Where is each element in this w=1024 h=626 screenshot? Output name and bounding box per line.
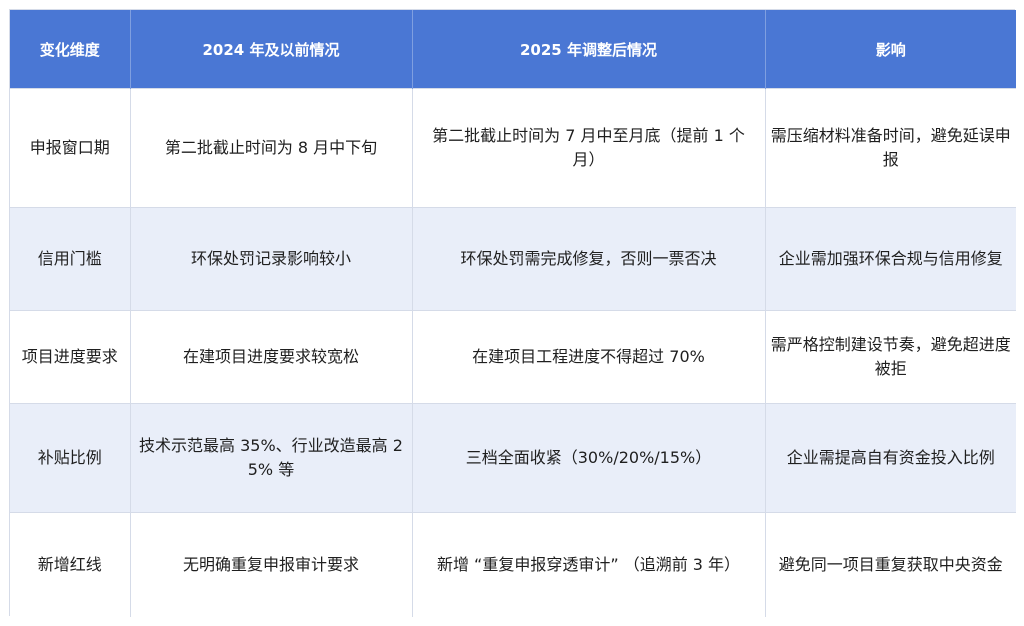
cell-before: 技术示范最高 35%、行业改造最高 25% 等 bbox=[130, 403, 413, 513]
cell-impact: 需严格控制建设节奏，避免超进度被拒 bbox=[765, 310, 1016, 404]
cell-before: 无明确重复申报审计要求 bbox=[130, 512, 413, 617]
policy-comparison-table-container: 变化维度 2024 年及以前情况 2025 年调整后情况 影响 申报窗口期 第二… bbox=[9, 9, 1016, 617]
cell-after: 第二批截止时间为 7 月中至月底（提前 1 个月） bbox=[412, 88, 766, 208]
table-row: 补贴比例 技术示范最高 35%、行业改造最高 25% 等 三档全面收紧（30%/… bbox=[10, 403, 1016, 513]
cell-dimension: 信用门槛 bbox=[10, 207, 131, 311]
header-row: 变化维度 2024 年及以前情况 2025 年调整后情况 影响 bbox=[10, 10, 1016, 89]
cell-after: 在建项目工程进度不得超过 70% bbox=[412, 310, 766, 404]
table-body: 申报窗口期 第二批截止时间为 8 月中下旬 第二批截止时间为 7 月中至月底（提… bbox=[10, 88, 1016, 617]
table-row: 申报窗口期 第二批截止时间为 8 月中下旬 第二批截止时间为 7 月中至月底（提… bbox=[10, 88, 1016, 208]
cell-dimension: 项目进度要求 bbox=[10, 310, 131, 404]
cell-before: 在建项目进度要求较宽松 bbox=[130, 310, 413, 404]
cell-dimension: 申报窗口期 bbox=[10, 88, 131, 208]
cell-dimension: 新增红线 bbox=[10, 512, 131, 617]
cell-impact: 需压缩材料准备时间，避免延误申报 bbox=[765, 88, 1016, 208]
cell-after: 环保处罚需完成修复，否则一票否决 bbox=[412, 207, 766, 311]
cell-before: 环保处罚记录影响较小 bbox=[130, 207, 413, 311]
table-row: 新增红线 无明确重复申报审计要求 新增 “重复申报穿透审计” （追溯前 3 年）… bbox=[10, 512, 1016, 617]
table-row: 信用门槛 环保处罚记录影响较小 环保处罚需完成修复，否则一票否决 企业需加强环保… bbox=[10, 207, 1016, 311]
header-before-2024: 2024 年及以前情况 bbox=[130, 10, 413, 89]
cell-after: 三档全面收紧（30%/20%/15%） bbox=[412, 403, 766, 513]
header-after-2025: 2025 年调整后情况 bbox=[412, 10, 766, 89]
header-dimension: 变化维度 bbox=[10, 10, 131, 89]
table-row: 项目进度要求 在建项目进度要求较宽松 在建项目工程进度不得超过 70% 需严格控… bbox=[10, 310, 1016, 404]
header-impact: 影响 bbox=[765, 10, 1016, 89]
table-header: 变化维度 2024 年及以前情况 2025 年调整后情况 影响 bbox=[10, 10, 1016, 89]
cell-impact: 避免同一项目重复获取中央资金 bbox=[765, 512, 1016, 617]
cell-dimension: 补贴比例 bbox=[10, 403, 131, 513]
cell-impact: 企业需提高自有资金投入比例 bbox=[765, 403, 1016, 513]
policy-comparison-table: 变化维度 2024 年及以前情况 2025 年调整后情况 影响 申报窗口期 第二… bbox=[10, 10, 1016, 617]
cell-impact: 企业需加强环保合规与信用修复 bbox=[765, 207, 1016, 311]
cell-after: 新增 “重复申报穿透审计” （追溯前 3 年） bbox=[412, 512, 766, 617]
cell-before: 第二批截止时间为 8 月中下旬 bbox=[130, 88, 413, 208]
